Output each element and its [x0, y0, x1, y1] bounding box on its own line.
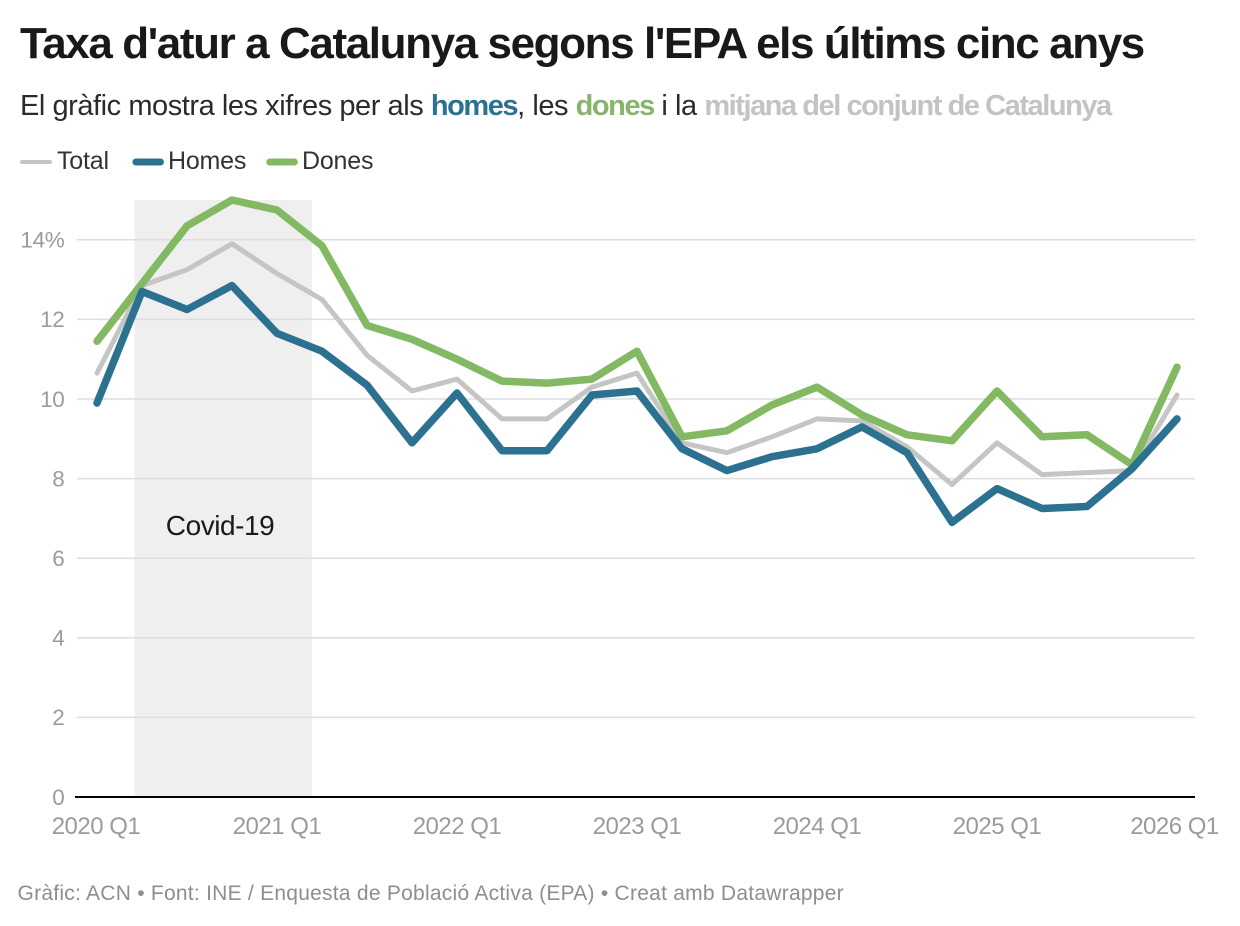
svg-text:0: 0: [52, 785, 64, 810]
svg-text:10: 10: [40, 387, 64, 412]
svg-text:14%: 14%: [20, 228, 64, 253]
svg-text:2020 Q1: 2020 Q1: [52, 813, 141, 840]
svg-text:4: 4: [52, 626, 64, 651]
svg-text:2022 Q1: 2022 Q1: [413, 813, 502, 840]
svg-text:2021 Q1: 2021 Q1: [233, 813, 322, 840]
svg-text:2025 Q1: 2025 Q1: [953, 813, 1042, 840]
svg-text:6: 6: [52, 546, 64, 571]
svg-text:2: 2: [52, 705, 64, 730]
svg-text:2024 Q1: 2024 Q1: [773, 813, 862, 840]
svg-text:2023 Q1: 2023 Q1: [593, 813, 682, 840]
svg-text:12: 12: [40, 307, 64, 332]
svg-text:Covid-19: Covid-19: [166, 510, 274, 541]
svg-text:8: 8: [52, 466, 64, 491]
svg-text:2026 Q1: 2026 Q1: [1130, 813, 1219, 840]
